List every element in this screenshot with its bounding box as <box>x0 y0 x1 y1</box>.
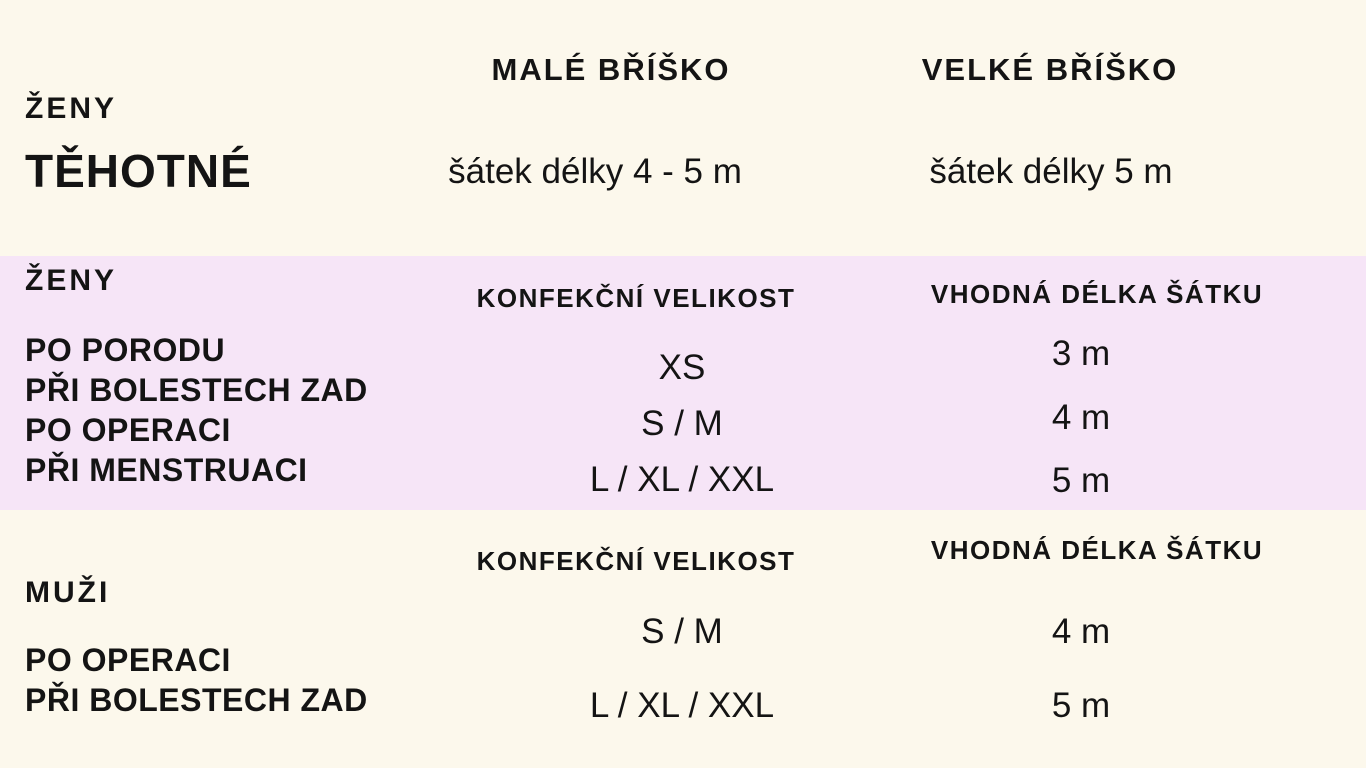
value-size-l-xl-xxl-women: L / XL / XXL <box>589 460 775 499</box>
column-header-vhodna-delka-satku-men: VHODNÁ DÉLKA ŠÁTKU <box>930 535 1264 565</box>
section-women-item-po-porodu: PO PORODU <box>25 332 226 368</box>
column-header-konfekcni-velikost-women: KONFEKČNÍ VELIKOST <box>476 283 796 313</box>
value-size-s-m-men: S / M <box>641 612 723 651</box>
section-pregnant-group-title: ŽENY <box>25 92 118 125</box>
value-length-4m-women: 4 m <box>1051 398 1111 437</box>
section-men-group-title: MUŽI <box>25 576 111 609</box>
column-header-male-brisko: MALÉ BŘÍŠKO <box>491 52 731 87</box>
value-length-5m-women: 5 m <box>1051 461 1111 500</box>
value-length-5m-men: 5 m <box>1051 686 1111 725</box>
column-header-vhodna-delka-satku-women: VHODNÁ DÉLKA ŠÁTKU <box>930 279 1264 309</box>
value-size-s-m-women: S / M <box>641 404 723 443</box>
highlight-band <box>0 256 1366 510</box>
section-women-item-pri-menstruaci: PŘI MENSTRUACI <box>25 452 308 488</box>
value-size-l-xl-xxl-men: L / XL / XXL <box>589 686 775 725</box>
value-scarf-length-small-belly: šátek délky 4 - 5 m <box>448 152 742 191</box>
section-women-item-po-operaci: PO OPERACI <box>25 412 231 448</box>
section-men-item-po-operaci: PO OPERACI <box>25 642 231 678</box>
value-size-xs: XS <box>658 348 706 387</box>
section-women-item-pri-bolestech-zad: PŘI BOLESTECH ZAD <box>25 372 368 408</box>
value-length-3m: 3 m <box>1051 334 1111 373</box>
column-header-konfekcni-velikost-men: KONFEKČNÍ VELIKOST <box>476 546 796 576</box>
section-pregnant-group-subtitle: TĚHOTNÉ <box>25 145 252 197</box>
value-scarf-length-big-belly: šátek délky 5 m <box>929 152 1173 191</box>
value-length-4m-men: 4 m <box>1051 612 1111 651</box>
section-men-item-pri-bolestech-zad: PŘI BOLESTECH ZAD <box>25 682 368 718</box>
column-header-velke-brisko: VELKÉ BŘÍŠKO <box>921 52 1179 87</box>
section-women-group-title: ŽENY <box>25 264 118 297</box>
